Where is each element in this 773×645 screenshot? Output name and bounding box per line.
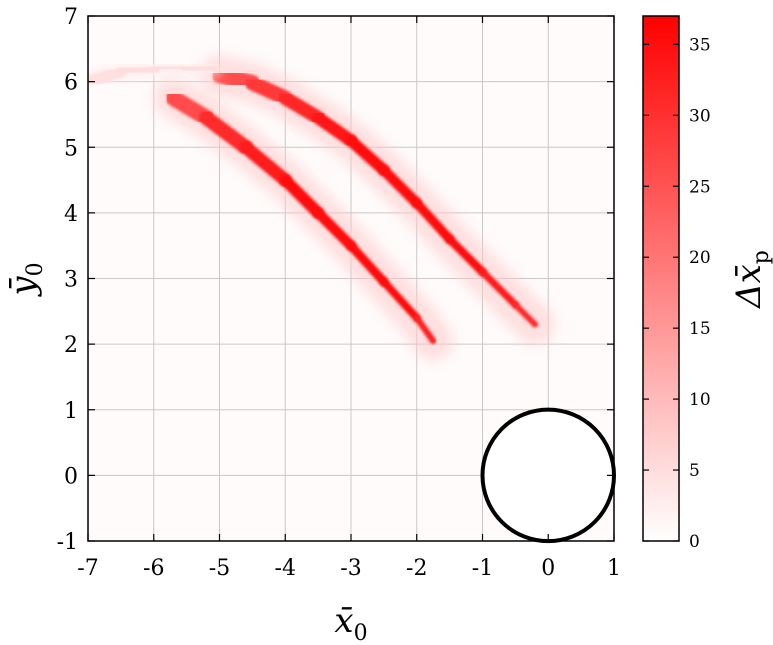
x-tick-label: 1: [607, 556, 621, 581]
colorbar-tick-label: 35: [689, 35, 711, 55]
y-tick-label: 4: [64, 202, 78, 227]
x-tick-label: 0: [541, 556, 555, 581]
band-segment: [239, 140, 292, 187]
band-segment: [345, 134, 390, 177]
band-segment: [412, 198, 455, 244]
band-segment: [378, 164, 422, 209]
y-tick-label: 7: [64, 5, 78, 30]
x-tick-label: -7: [77, 556, 98, 581]
y-axis-label: ȳ0: [3, 262, 48, 297]
x-tick-label: -6: [143, 556, 164, 581]
band-segment: [312, 207, 357, 251]
band-segment: [278, 91, 326, 125]
band-segment: [199, 110, 254, 155]
x-tick-label: -1: [472, 556, 493, 581]
y-tick-label: 1: [64, 399, 78, 424]
x-axis-label: x̄0: [334, 601, 367, 641]
colorbar-label: Δx̄p: [729, 250, 773, 310]
y-tick-label: 2: [64, 333, 78, 358]
x-tick-label: -5: [209, 556, 230, 581]
band-segment: [379, 277, 421, 322]
heatmap-bands: [88, 55, 556, 361]
colorbar: 0 5 10 15 20 25 30 35: [642, 15, 711, 552]
x-tick-label: -4: [275, 556, 296, 581]
band-segment: [279, 174, 325, 219]
band-segment: [311, 111, 358, 148]
obstacle-circle: [480, 407, 616, 544]
colorbar-tick-label: 25: [689, 177, 711, 197]
colorbar-tick-label: 5: [689, 461, 700, 481]
colorbar-tick-label: 30: [689, 106, 711, 126]
band-segment: [180, 61, 219, 76]
y-tick-label: 0: [64, 464, 78, 489]
band-segment: [413, 314, 437, 345]
colorbar-tick-label: 10: [689, 390, 711, 410]
y-axis-ticks: -1 0 1 2 3 4 5 6 7: [57, 5, 614, 555]
colorbar-tick-label: 15: [689, 319, 711, 339]
heatmap-band: [199, 55, 556, 345]
y-tick-label: 5: [64, 136, 78, 161]
colorbar-tick-label: 0: [689, 532, 700, 552]
y-tick-label: 3: [64, 268, 78, 293]
heatmap-band: [153, 78, 454, 361]
x-tick-label: -3: [340, 556, 361, 581]
heatmap-band: [88, 59, 221, 90]
y-tick-label: -1: [57, 530, 78, 555]
band-segment: [512, 301, 539, 328]
unit-circle: [480, 407, 616, 544]
colorbar-gradient: [642, 15, 680, 542]
band-segment: [478, 268, 519, 309]
y-tick-label: 6: [64, 71, 78, 96]
x-tick-label: -2: [406, 556, 427, 581]
x-axis-ticks: -7 -6 -5 -4 -3 -2 -1 0 1: [77, 16, 621, 581]
band-segment: [445, 234, 487, 277]
band-segment: [346, 241, 389, 287]
colorbar-tick-label: 20: [689, 248, 711, 268]
